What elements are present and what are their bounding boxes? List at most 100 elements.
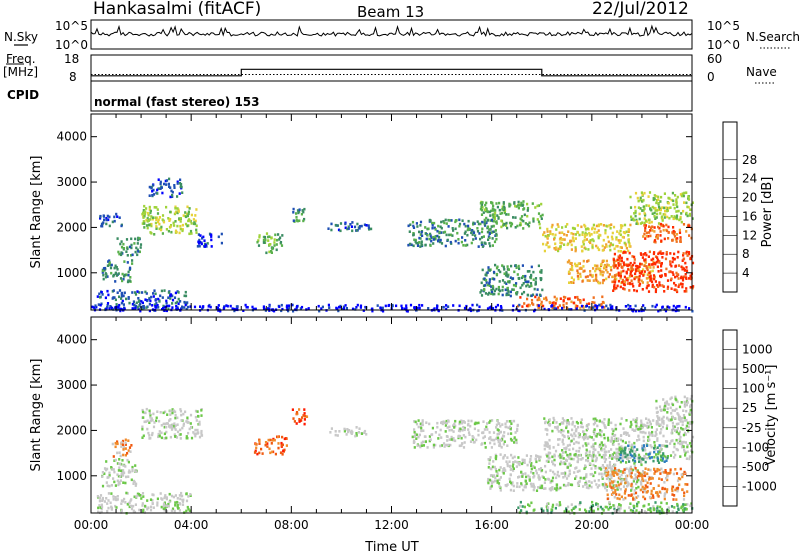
scatter-cell (543, 444, 546, 447)
scatter-cell (610, 421, 613, 425)
scatter-cell (687, 195, 690, 198)
scatter-cell (611, 457, 614, 460)
scatter-cell (174, 494, 177, 497)
scatter-cell (507, 268, 510, 271)
scatter-cell (609, 307, 612, 311)
scatter-cell (644, 431, 647, 435)
scatter-cell (145, 218, 148, 222)
scatter-cell (681, 443, 684, 446)
scatter-cell (557, 454, 560, 458)
scatter-cell (415, 241, 418, 245)
scatter-cell (630, 279, 633, 282)
scatter-cell (179, 220, 182, 223)
scatter-cell (170, 428, 174, 431)
scatter-cell (629, 272, 632, 276)
scatter-cell (637, 474, 640, 478)
scatter-cell (687, 430, 690, 434)
scatter-cell (682, 503, 685, 506)
scatter-cell (534, 282, 537, 285)
scatter-cell (688, 234, 691, 237)
scatter-cell (535, 489, 539, 492)
scatter-cell (532, 509, 535, 512)
scatter-cell (575, 475, 578, 478)
scatter-cell (497, 432, 501, 435)
scatter-cell (506, 289, 509, 292)
scatter-cell (550, 479, 553, 483)
scatter-cell (569, 483, 572, 486)
scatter-cell (671, 403, 675, 407)
scatter-cell (666, 478, 669, 482)
freq-panel (90, 54, 693, 82)
scatter-cell (116, 479, 119, 483)
scatter-cell (617, 274, 620, 277)
scatter-cell (601, 259, 604, 263)
scatter-cell (675, 430, 678, 434)
scatter-cell (671, 489, 674, 493)
scatter-cell (112, 495, 115, 498)
scatter-cell (643, 471, 646, 474)
scatter-cell (441, 422, 444, 426)
scatter-cell (276, 238, 279, 242)
scatter-cell (354, 434, 357, 438)
scatter-cell (467, 431, 471, 434)
scatter-cell (105, 481, 108, 484)
scatter-cell (645, 452, 648, 456)
scatter-cell (547, 460, 550, 463)
scatter-cell (619, 276, 622, 280)
scatter-cell (522, 488, 525, 492)
scatter-cell (184, 410, 187, 414)
scatter-cell (176, 211, 179, 215)
scatter-cell (659, 458, 662, 462)
scatter-cell (641, 431, 644, 434)
scatter-cell (150, 295, 153, 299)
scatter-cell (168, 500, 171, 504)
scatter-cell (619, 275, 622, 278)
scatter-cell (471, 435, 474, 438)
scatter-cell (280, 444, 283, 447)
scatter-cell (509, 427, 512, 430)
scatter-cell (137, 300, 140, 303)
scatter-cell (495, 222, 498, 225)
scatter-cell (645, 234, 648, 238)
scatter-cell (532, 278, 535, 281)
scatter-cell (642, 209, 645, 212)
scatter-cell (287, 309, 290, 313)
scatter-cell (506, 287, 509, 290)
scatter-cell (121, 459, 124, 462)
scatter-cell (520, 215, 524, 218)
scatter-cell (493, 217, 496, 220)
scatter-cell (106, 302, 110, 305)
scatter-cell (443, 230, 447, 234)
scatter-cell (642, 423, 645, 427)
scatter-cell (169, 225, 172, 228)
scatter-cell (161, 296, 164, 299)
scatter-cell (653, 444, 656, 447)
scatter-cell (509, 203, 512, 207)
scatter-cell (420, 441, 423, 445)
scatter-cell (609, 454, 612, 457)
scatter-cell (634, 450, 637, 453)
scatter-cell (347, 227, 350, 230)
scatter-cell (683, 470, 686, 474)
scatter-cell (674, 429, 677, 432)
colorbar-frame (722, 329, 738, 507)
scatter-cell (641, 256, 644, 259)
scatter-cell (666, 424, 669, 427)
scatter-cell (509, 473, 512, 477)
scatter-cell (440, 226, 443, 230)
scatter-cell (539, 226, 542, 230)
scatter-cell (170, 509, 173, 513)
scatter-cell (501, 436, 504, 440)
scatter-cell (181, 229, 184, 233)
scatter-cell (688, 413, 691, 416)
scatter-cell (258, 439, 261, 443)
scatter-cell (616, 230, 619, 233)
colorbar-tick-label: 12 (742, 228, 757, 242)
scatter-cell (111, 220, 114, 224)
scatter-cell (550, 487, 553, 490)
scatter-cell (124, 465, 127, 468)
scatter-cell (685, 287, 688, 290)
scatter-cell (490, 446, 493, 449)
scatter-cell (526, 463, 529, 467)
scatter-cell (524, 485, 527, 489)
